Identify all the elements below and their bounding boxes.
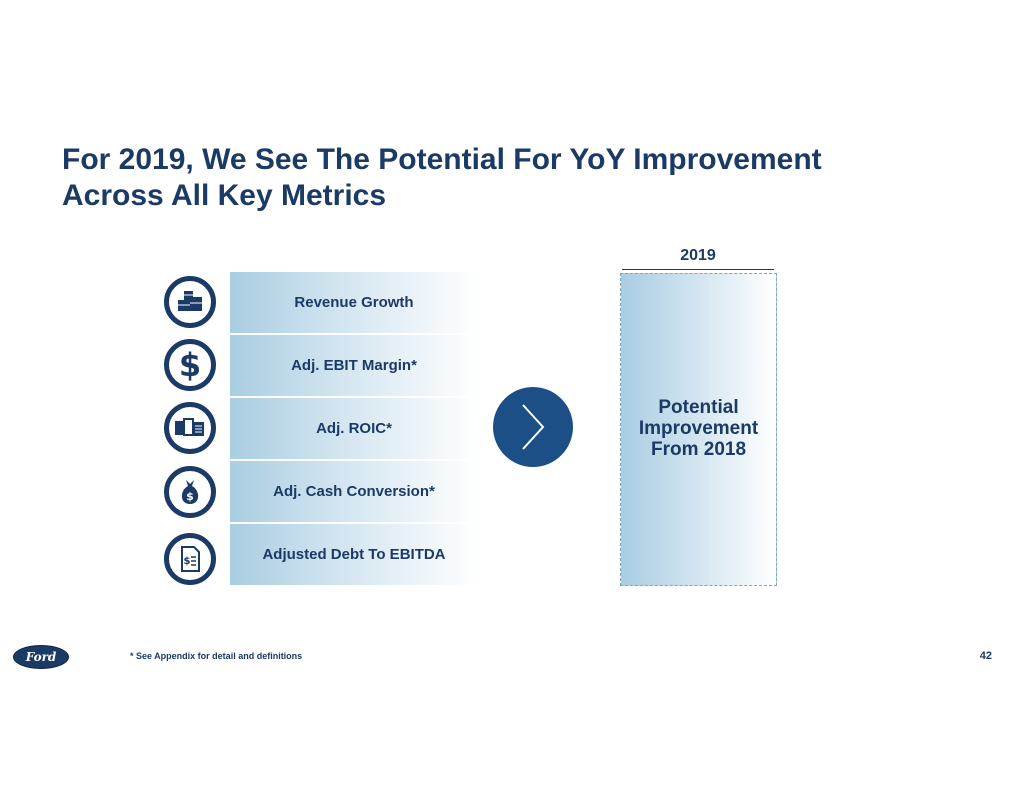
metric-row-adj-cash-conversion: Adj. Cash Conversion* [230,461,478,522]
outlook-line-3: From 2018 [650,439,747,460]
svg-text:$: $ [179,348,201,382]
chevron-right-icon [493,387,573,467]
metric-row-revenue-growth: Revenue Growth [230,272,478,333]
logo-text: Ford [25,650,57,664]
boxes-icon [164,276,216,328]
svg-text:$: $ [186,490,194,503]
slide-title: For 2019, We See The Potential For YoY I… [62,142,962,214]
metric-row-adjusted-debt-to-ebitda: Adjusted Debt To EBITDA [230,524,478,585]
metric-label: Adj. Cash Conversion* [273,483,435,500]
year-header: 2019 [622,247,774,270]
outlook-box [620,273,777,586]
slide-title-line-2: Across All Key Metrics [62,179,387,212]
metric-label: Adj. EBIT Margin* [291,357,417,374]
svg-text:$: $ [184,556,191,567]
ford-logo: Ford [13,645,69,669]
outlook-line-1: Potential [658,397,739,418]
money-bag-icon: $ [164,466,216,518]
outlook-line-2: Improvement [638,418,759,439]
metric-label: Adj. ROIC* [316,420,392,437]
metric-row-adj-roic: Adj. ROIC* [230,398,478,459]
outlook-text: Potential Improvement From 2018 [620,397,777,460]
dollar-sign-icon: $ [164,339,216,391]
metric-row-adj-ebit-margin: Adj. EBIT Margin* [230,335,478,396]
metric-label: Revenue Growth [294,294,414,311]
invoice-icon: $ [164,533,216,585]
slide-title-line-1: For 2019, We See The Potential For YoY I… [62,143,822,176]
metric-label: Adjusted Debt To EBITDA [262,546,446,563]
documents-icon [164,402,216,454]
footnote: * See Appendix for detail and definition… [130,651,303,661]
page-number: 42 [979,650,992,662]
